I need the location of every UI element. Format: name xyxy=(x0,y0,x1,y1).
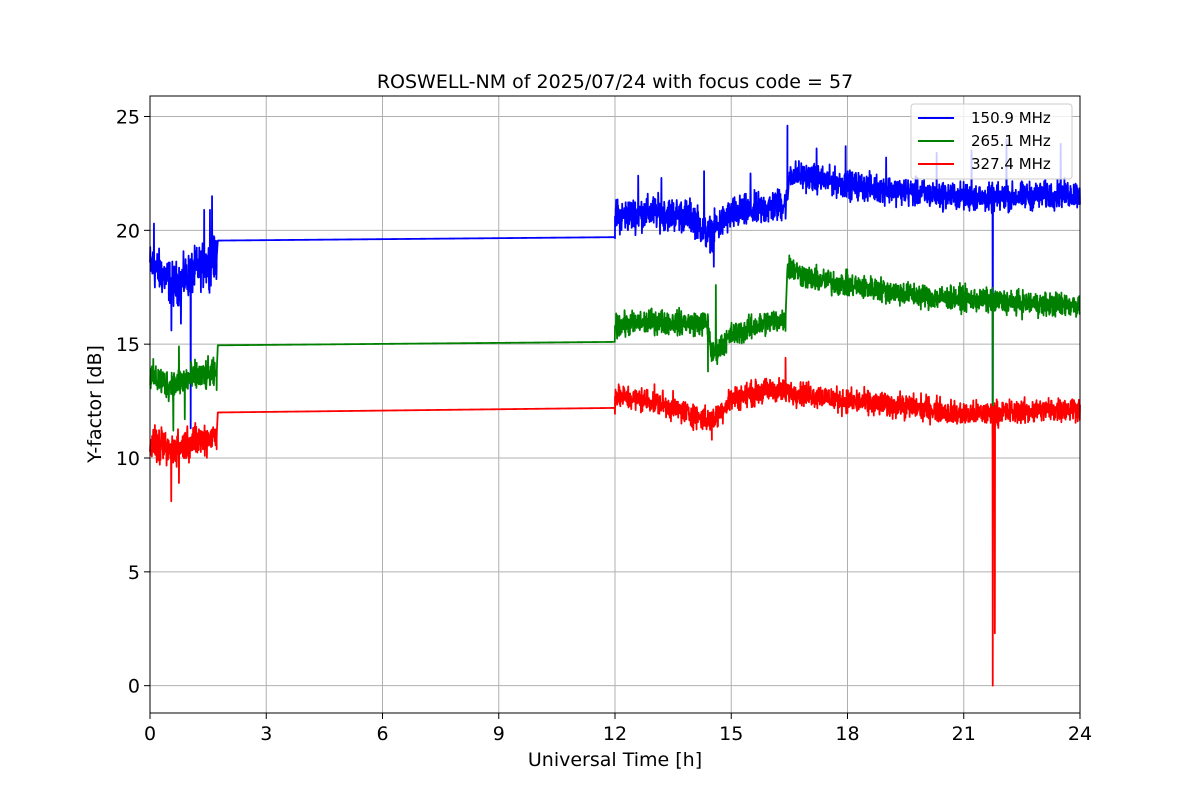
x-tick-label: 0 xyxy=(144,723,156,745)
y-axis-label: Y-factor [dB] xyxy=(84,345,106,464)
x-axis-label: Universal Time [h] xyxy=(528,749,702,771)
y-tick-label: 15 xyxy=(116,334,140,356)
x-tick-label: 24 xyxy=(1068,723,1092,745)
x-tick-label: 12 xyxy=(603,723,627,745)
series-line-1 xyxy=(149,124,1081,430)
y-tick-label: 25 xyxy=(116,106,140,128)
x-tick-label: 9 xyxy=(493,723,505,745)
legend-box xyxy=(910,103,1073,180)
x-tick-label: 3 xyxy=(260,723,272,745)
chart-title: ROSWELL-NM of 2025/07/24 with focus code… xyxy=(377,71,853,93)
series-line-3 xyxy=(149,356,1081,687)
legend-label-3: 327.4 MHz xyxy=(971,155,1051,173)
series-line-2 xyxy=(149,254,1081,437)
y-tick-label: 10 xyxy=(116,448,140,470)
x-tick-label: 18 xyxy=(835,723,859,745)
y-tick-label: 5 xyxy=(128,562,140,584)
legend-label-1: 150.9 MHz xyxy=(971,109,1051,127)
x-tick-label: 15 xyxy=(719,723,743,745)
series-layer xyxy=(149,124,1081,687)
x-tick-label: 21 xyxy=(952,723,976,745)
y-tick-label: 0 xyxy=(128,676,140,698)
y-axis: 0 5 10 15 20 25 xyxy=(116,106,150,698)
legend-label-2: 265.1 MHz xyxy=(971,132,1051,150)
y-tick-label: 20 xyxy=(116,220,140,242)
x-axis: 0 3 6 9 12 15 18 21 24 xyxy=(144,713,1092,745)
x-tick-label: 6 xyxy=(376,723,388,745)
legend: 150.9 MHz 265.1 MHz 327.4 MHz xyxy=(910,103,1073,180)
